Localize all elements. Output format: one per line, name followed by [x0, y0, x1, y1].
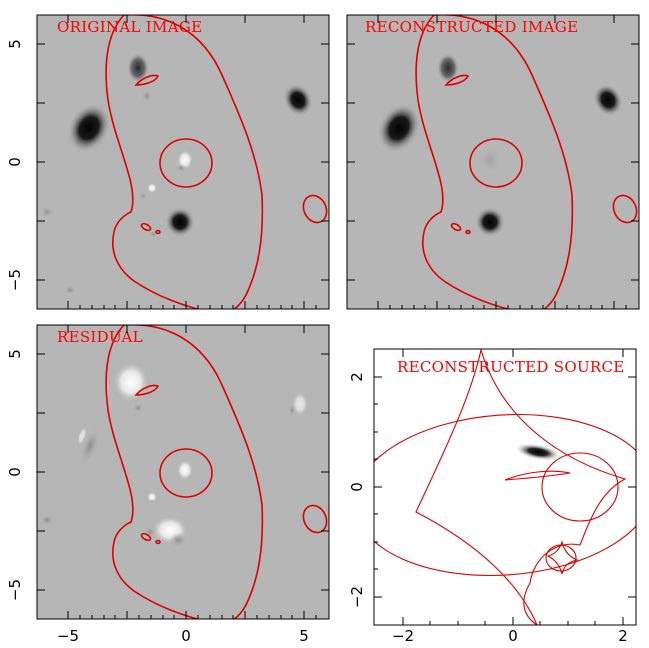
y-tick-label: 0	[6, 157, 24, 167]
source-y-tick-labels: 2 0 −2	[348, 372, 366, 608]
image-x-tick-labels: −5 0 5	[57, 627, 309, 645]
image-ticks	[37, 15, 639, 619]
panel-label-original: ORIGINAL IMAGE	[57, 18, 202, 36]
caustics	[374, 349, 636, 625]
image-y-tick-labels-top: 5 0 −5	[6, 39, 24, 291]
critical-curves	[105, 325, 328, 619]
x-tick-label: −2	[392, 627, 414, 645]
panel-reconstructed: RECONSTRUCTED IMAGE	[347, 15, 639, 309]
x-tick-label: 0	[508, 627, 518, 645]
image-y-tick-labels-bottom: 5 0 −5	[6, 349, 24, 601]
y-tick-label: 5	[6, 349, 24, 359]
panel-label-reconstructed: RECONSTRUCTED IMAGE	[365, 18, 578, 36]
panel-residual: RESIDUAL	[37, 325, 329, 619]
y-tick-label: 0	[348, 482, 366, 492]
panel-label-source: RECONSTRUCTED SOURCE	[397, 358, 625, 376]
source-ticks	[374, 349, 636, 625]
y-tick-label: −5	[6, 269, 24, 291]
panel-source: RECONSTRUCTED SOURCE	[374, 349, 636, 625]
critical-curves	[415, 15, 638, 309]
y-tick-label: 0	[6, 467, 24, 477]
y-tick-label: −5	[6, 579, 24, 601]
y-tick-label: 5	[6, 39, 24, 49]
x-tick-label: 2	[618, 627, 628, 645]
x-tick-label: 0	[181, 627, 191, 645]
x-tick-label: 5	[299, 627, 309, 645]
y-tick-label: −2	[348, 586, 366, 608]
y-tick-label: 2	[348, 372, 366, 382]
panel-label-residual: RESIDUAL	[57, 328, 143, 346]
source-x-tick-labels: −2 0 2	[392, 627, 628, 645]
panel-original: ORIGINAL IMAGE	[37, 15, 329, 309]
critical-curves	[105, 15, 328, 309]
x-tick-label: −5	[57, 627, 79, 645]
